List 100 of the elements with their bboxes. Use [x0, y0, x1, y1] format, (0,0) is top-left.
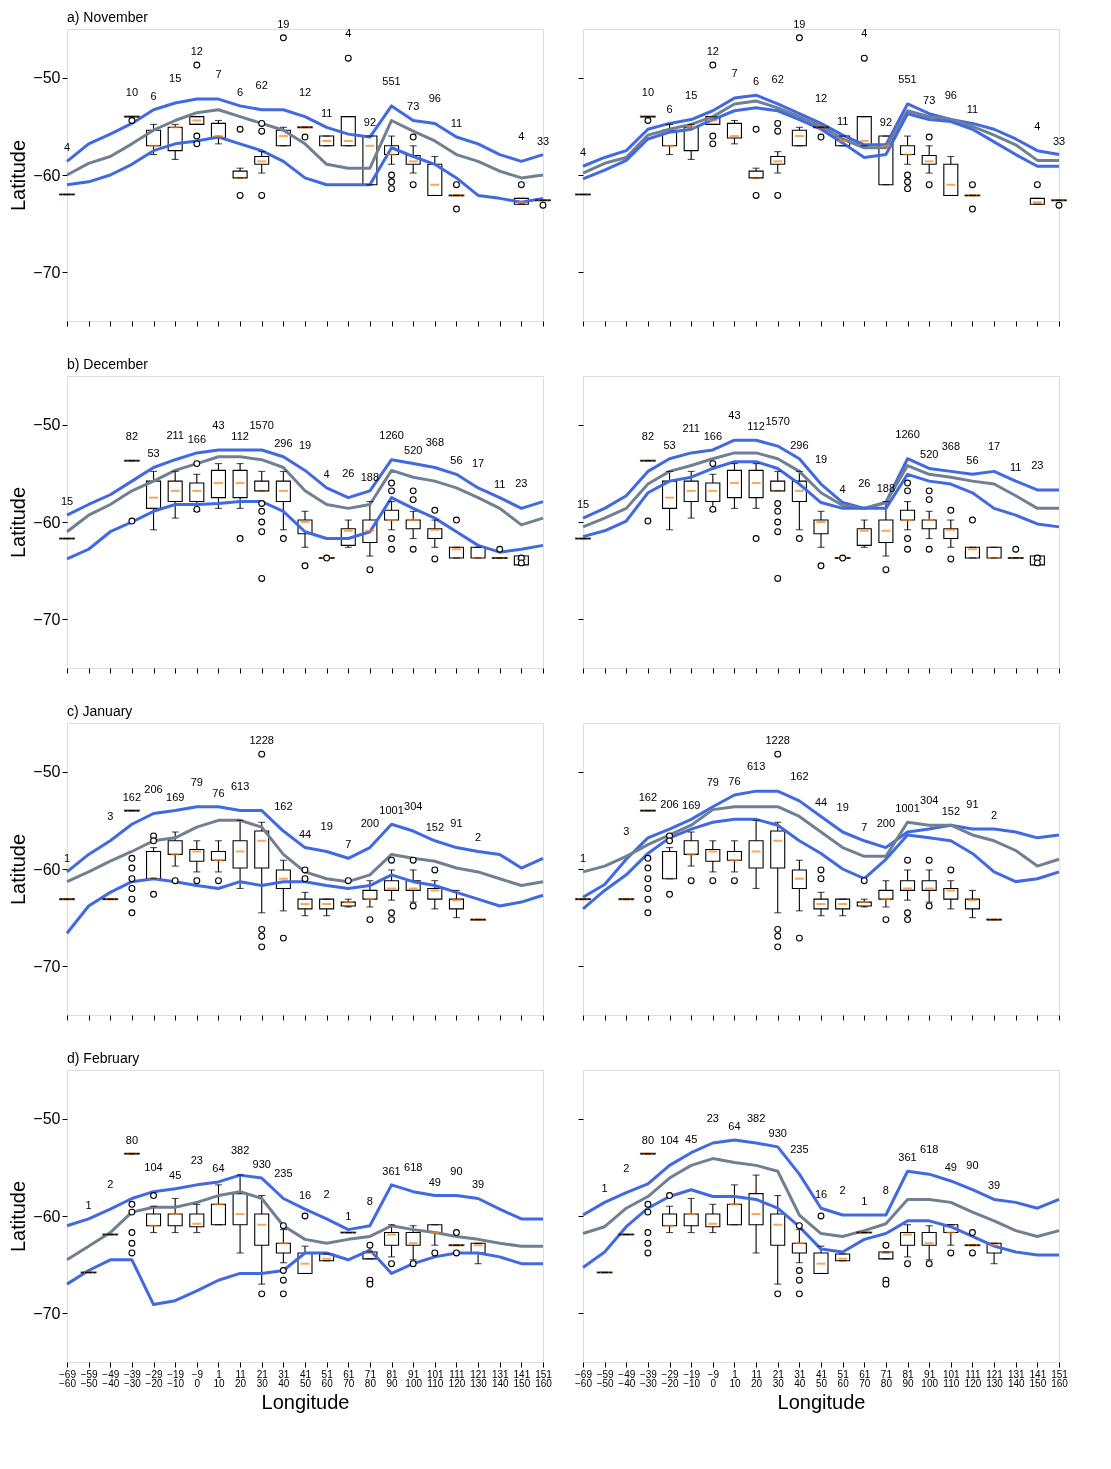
- annotation: 64: [212, 1161, 225, 1174]
- y-axis-title: Latitude: [7, 1180, 30, 1253]
- x-tick-label: −19: [167, 1368, 185, 1380]
- y-axis-title: Latitude: [7, 486, 30, 559]
- annotation: 2: [107, 1178, 114, 1191]
- annotation: 45: [685, 1132, 698, 1145]
- x-tick-label: 51: [837, 1368, 850, 1380]
- annotation: 1: [601, 1182, 608, 1195]
- x-axis-title: Longitude: [777, 1390, 866, 1413]
- text: 19: [793, 17, 806, 30]
- annotation: 62: [771, 72, 784, 85]
- annotation: 613: [746, 760, 766, 773]
- annotation: 91: [450, 816, 463, 829]
- annotation: 26: [342, 466, 355, 479]
- x-tick-label: −39: [123, 1368, 142, 1380]
- annotation: 45: [169, 1168, 182, 1181]
- x2-tick-label: −50: [596, 1377, 615, 1389]
- annotation: 43: [212, 418, 225, 431]
- annotation: 23: [190, 1153, 203, 1166]
- chart-title: a) November: [67, 9, 149, 25]
- x2-tick-label: −20: [145, 1377, 163, 1389]
- x-tick-label: −29: [661, 1368, 679, 1380]
- x2-tick-label: 0: [194, 1377, 201, 1389]
- y-tick-label: −60: [33, 860, 61, 878]
- annotation: 19: [836, 801, 849, 814]
- x-tick-label: 131: [491, 1368, 510, 1380]
- x2-tick-label: −10: [167, 1377, 185, 1389]
- x-tick-label: 31: [794, 1368, 806, 1380]
- annotation: 23: [1031, 458, 1044, 471]
- annotation: 79: [706, 775, 719, 788]
- annotation: 166: [703, 429, 722, 442]
- x-tick-label: 121: [986, 1368, 1004, 1380]
- x2-tick-label: −30: [123, 1377, 142, 1389]
- annotation: 73: [407, 100, 420, 113]
- x-tick-label: 21: [256, 1368, 269, 1380]
- annotation: 551: [382, 74, 401, 87]
- annotation: 104: [144, 1160, 163, 1173]
- annotation: 53: [147, 447, 160, 460]
- x-tick-label: 81: [902, 1368, 915, 1380]
- annotation: 162: [274, 800, 293, 813]
- annotation: 53: [663, 438, 676, 451]
- annotation: 304: [404, 800, 423, 813]
- x2-tick-label: 50: [299, 1377, 312, 1389]
- annotation: 1001: [895, 802, 920, 815]
- annotation: 6: [753, 75, 760, 88]
- x-tick-label: 81: [386, 1368, 399, 1380]
- annotation: 15: [576, 498, 590, 511]
- annotation: 96: [428, 92, 441, 105]
- annotation: 91: [966, 798, 979, 811]
- x2-tick-label: 80: [364, 1377, 377, 1389]
- annotation: 2: [991, 809, 998, 822]
- x-tick-label: 31: [278, 1368, 290, 1380]
- annotation: 80: [641, 1133, 655, 1146]
- annotation: 39: [987, 1179, 1001, 1192]
- annotation: 613: [230, 779, 250, 792]
- annotation: 1: [345, 1209, 352, 1222]
- text: 19: [277, 17, 290, 30]
- line-series: [65, 1190, 545, 1262]
- annotation: 211: [682, 421, 700, 434]
- annotation: 188: [360, 470, 380, 483]
- annotation: 304: [920, 794, 939, 807]
- annotation: 520: [404, 443, 423, 456]
- annotation: 206: [144, 782, 163, 795]
- annotation: 382: [746, 1112, 766, 1124]
- annotation: 64: [728, 1120, 741, 1133]
- x2-tick-label: 100: [921, 1377, 939, 1389]
- x2-tick-label: −40: [102, 1377, 120, 1389]
- annotation: 90: [966, 1158, 979, 1171]
- x2-tick-label: −60: [575, 1377, 593, 1389]
- y-tick-label: −70: [33, 957, 61, 975]
- x-tick-label: −59: [596, 1368, 615, 1380]
- x2-tick-label: 60: [837, 1377, 850, 1389]
- annotation: 8: [366, 1194, 373, 1207]
- annotation: 15: [685, 88, 698, 101]
- annotation: 368: [425, 436, 444, 449]
- x-tick-label: 151: [535, 1368, 553, 1380]
- annotation: 551: [898, 72, 917, 85]
- x2-tick-label: 60: [321, 1377, 334, 1389]
- y-tick-label: −70: [33, 1304, 61, 1322]
- x-tick-label: 151: [1051, 1368, 1069, 1380]
- annotation: 296: [274, 436, 293, 449]
- annotation: 618: [920, 1143, 939, 1156]
- x2-tick-label: 160: [1051, 1377, 1069, 1389]
- x2-tick-label: 30: [772, 1377, 785, 1389]
- annotation: 11: [450, 117, 463, 130]
- annotation: 1: [63, 851, 71, 864]
- annotation: 16: [298, 1189, 312, 1202]
- annotation: 56: [450, 454, 463, 467]
- x2-tick-label: 150: [513, 1377, 531, 1389]
- x-tick-label: −9: [191, 1368, 204, 1380]
- annotation: 11: [320, 107, 333, 120]
- x-tick-label: −69: [59, 1368, 77, 1380]
- annotation: 2: [323, 1187, 330, 1200]
- annotation: 92: [363, 116, 377, 129]
- x-tick-label: 1: [732, 1368, 739, 1380]
- x-tick-label: −49: [618, 1368, 636, 1380]
- x-tick-label: −59: [80, 1368, 99, 1380]
- annotation: 4: [345, 27, 352, 40]
- annotation: 56: [966, 454, 979, 467]
- x2-tick-label: −40: [618, 1377, 636, 1389]
